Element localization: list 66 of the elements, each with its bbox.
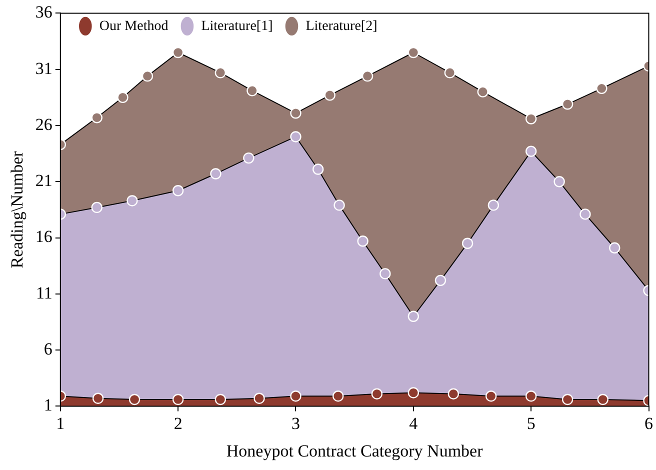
y-axis-title: Reading\Number: [8, 150, 27, 268]
x-tick-label: 3: [291, 414, 300, 433]
point: [580, 208, 591, 220]
point: [332, 390, 344, 402]
point: [488, 200, 500, 211]
legend-label: Our Method: [99, 18, 168, 34]
point: [126, 195, 138, 206]
point: [324, 90, 336, 101]
y-tick-label: 36: [35, 2, 52, 22]
point: [214, 394, 226, 406]
point: [609, 242, 620, 254]
legend-label: Literature[2]: [306, 18, 378, 34]
point: [214, 67, 226, 78]
x-tick-label: 4: [409, 414, 418, 433]
x-tick-label: 2: [174, 414, 182, 433]
point: [596, 82, 608, 94]
point: [597, 394, 608, 406]
point: [371, 388, 383, 400]
point: [380, 268, 391, 280]
point: [525, 390, 537, 402]
point: [254, 392, 265, 404]
point: [477, 86, 488, 98]
point: [117, 92, 128, 104]
point: [334, 200, 345, 211]
x-tick-label: 1: [56, 414, 65, 433]
point: [290, 131, 302, 142]
point: [408, 387, 420, 398]
point: [243, 152, 254, 164]
point: [357, 236, 368, 247]
point: [444, 67, 456, 78]
point: [562, 98, 574, 110]
point: [554, 176, 565, 188]
point: [485, 390, 497, 402]
point: [172, 394, 184, 406]
legend-label: Literature[1]: [201, 18, 273, 34]
x-axis-title: Honeypot Contract Category Number: [226, 441, 484, 460]
point: [128, 394, 140, 406]
x-tick-label: 6: [644, 414, 653, 433]
point: [91, 202, 102, 214]
y-tick-label: 16: [35, 227, 52, 246]
point: [462, 238, 474, 249]
point: [290, 390, 302, 402]
point: [408, 310, 420, 322]
point: [142, 70, 154, 82]
y-tick-label: 21: [35, 171, 52, 190]
point: [525, 146, 537, 157]
y-tick-label: 1: [44, 396, 52, 415]
point: [91, 112, 102, 124]
point: [448, 388, 460, 400]
point: [562, 394, 574, 406]
point: [312, 164, 324, 175]
point: [362, 70, 374, 82]
point: [210, 168, 222, 180]
x-tick-label: 5: [526, 414, 536, 433]
point: [172, 185, 184, 196]
point: [525, 113, 537, 124]
point: [246, 85, 258, 96]
point: [434, 274, 446, 286]
y-tick-label: 11: [36, 283, 52, 302]
y-tick-label: 26: [35, 114, 52, 134]
point: [408, 46, 420, 58]
point: [290, 108, 302, 119]
y-tick-label: 31: [35, 58, 52, 78]
point: [92, 392, 104, 404]
point: [172, 46, 184, 58]
y-tick-label: 6: [44, 340, 52, 359]
